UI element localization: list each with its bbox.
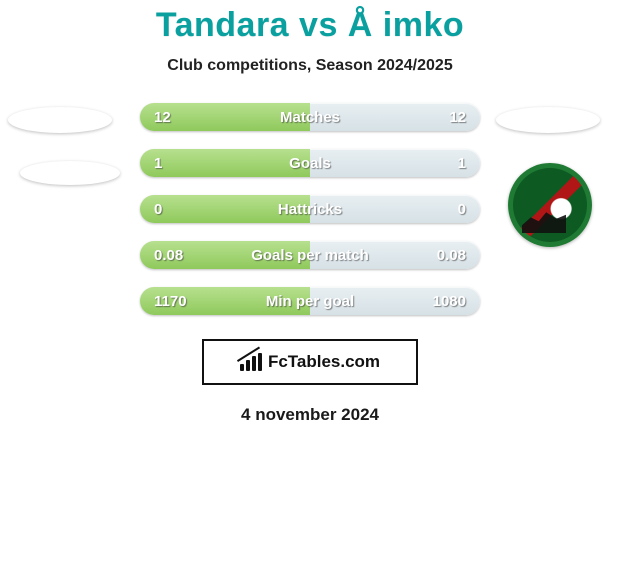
club-crest-icon [508, 163, 592, 247]
snapshot-date: 4 november 2024 [0, 405, 620, 425]
club-crest-wrap [500, 157, 600, 253]
stat-left-value: 0.08 [154, 247, 183, 264]
player-marker-oval [20, 161, 120, 185]
player-marker-oval [8, 107, 112, 133]
stat-row-goals: 1 Goals 1 [140, 149, 480, 177]
right-player-marker [496, 107, 600, 133]
page-title: Tandara vs Å imko [0, 6, 620, 45]
stat-right-value: 12 [449, 109, 466, 126]
compare-area: 12 Matches 12 1 Goals 1 0 Hattricks 0 0.… [0, 103, 620, 425]
stat-row-min-per-goal: 1170 Min per goal 1080 [140, 287, 480, 315]
stat-left-value: 1 [154, 155, 162, 172]
stat-row-matches: 12 Matches 12 [140, 103, 480, 131]
stat-bars: 12 Matches 12 1 Goals 1 0 Hattricks 0 0.… [140, 103, 480, 315]
brand-box[interactable]: FcTables.com [202, 339, 418, 385]
stat-label: Matches [280, 109, 340, 126]
stat-label: Goals [289, 155, 331, 172]
brand-bars-icon [240, 353, 262, 371]
stat-left-value: 12 [154, 109, 171, 126]
stat-row-hattricks: 0 Hattricks 0 [140, 195, 480, 223]
stat-label: Goals per match [251, 247, 369, 264]
stat-right-value: 1080 [433, 293, 466, 310]
stat-left-value: 0 [154, 201, 162, 218]
stat-label: Hattricks [278, 201, 342, 218]
stat-row-goals-per-match: 0.08 Goals per match 0.08 [140, 241, 480, 269]
left-player-markers [8, 107, 120, 213]
brand-label: FcTables.com [268, 352, 380, 372]
stat-right-value: 1 [458, 155, 466, 172]
stat-right-value: 0.08 [437, 247, 466, 264]
stat-left-value: 1170 [154, 293, 187, 310]
stat-right-value: 0 [458, 201, 466, 218]
comparison-card: Tandara vs Å imko Club competitions, Sea… [0, 0, 620, 425]
stat-left-fill [140, 149, 310, 177]
page-subtitle: Club competitions, Season 2024/2025 [0, 57, 620, 75]
stat-label: Min per goal [266, 293, 354, 310]
